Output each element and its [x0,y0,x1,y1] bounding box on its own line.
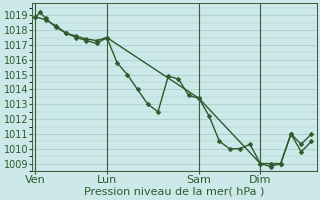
X-axis label: Pression niveau de la mer( hPa ): Pression niveau de la mer( hPa ) [84,187,265,197]
